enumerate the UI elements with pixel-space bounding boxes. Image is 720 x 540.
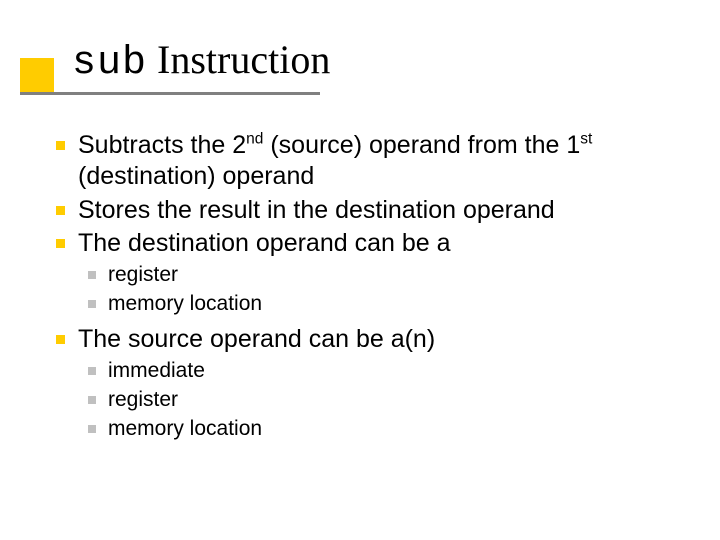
point-destination-can-be: The destination operand can be a [54, 228, 674, 259]
text: (destination) operand [78, 162, 314, 190]
slide: sub Instruction Subtracts the 2nd (sourc… [0, 0, 720, 540]
title-underline [20, 92, 320, 95]
slide-body: Subtracts the 2nd (source) operand from … [54, 130, 674, 445]
sub-immediate: immediate [86, 357, 674, 384]
point-source-can-be: The source operand can be a(n) [54, 324, 674, 355]
text: The source operand can be a(n) [78, 325, 435, 353]
text: memory location [108, 292, 262, 315]
sup-nd: nd [246, 131, 263, 148]
text: register [108, 388, 178, 411]
sub-memory-location: memory location [86, 290, 674, 317]
text: (source) operand from the 1 [263, 131, 580, 159]
text: memory location [108, 417, 262, 440]
sup-st: st [580, 131, 592, 148]
title-accent-square [20, 58, 54, 92]
title-rest: Instruction [147, 37, 330, 82]
sub-register: register [86, 261, 674, 288]
text: Subtracts the 2 [78, 131, 246, 159]
text: immediate [108, 359, 205, 382]
point-stores: Stores the result in the destination ope… [54, 195, 674, 226]
slide-title: sub Instruction [72, 38, 330, 86]
sub-memory-location-2: memory location [86, 415, 674, 442]
text: The destination operand can be a [78, 229, 451, 257]
title-mono: sub [72, 41, 147, 86]
point-subtracts: Subtracts the 2nd (source) operand from … [54, 130, 674, 193]
text: Stores the result in the destination ope… [78, 196, 555, 224]
text: register [108, 263, 178, 286]
sub-register-2: register [86, 386, 674, 413]
